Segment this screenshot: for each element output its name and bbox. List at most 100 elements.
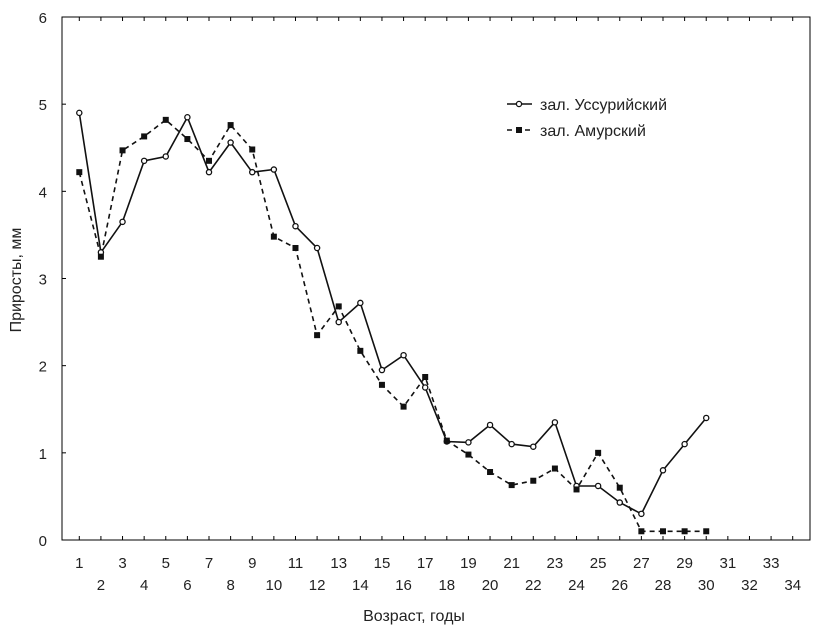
data-point-amur xyxy=(487,469,494,476)
x-tick-label: 18 xyxy=(438,577,455,594)
y-tick-label: 2 xyxy=(39,359,47,376)
data-point-ussuri xyxy=(702,414,710,422)
data-point-ussuri xyxy=(594,482,602,490)
data-point-ussuri xyxy=(227,139,234,146)
x-tick-label: 31 xyxy=(720,555,737,572)
x-tick-label: 13 xyxy=(330,555,347,572)
x-tick-label: 27 xyxy=(633,555,650,572)
x-tick-label: 4 xyxy=(140,577,148,594)
series-layer xyxy=(76,109,710,535)
x-tick-label: 14 xyxy=(352,577,369,594)
data-point-amur xyxy=(357,347,364,354)
x-tick-label: 20 xyxy=(482,577,499,594)
data-point-ussuri xyxy=(638,510,645,518)
data-point-amur xyxy=(551,465,558,472)
data-point-ussuri xyxy=(119,218,126,226)
data-point-ussuri xyxy=(140,157,148,165)
x-tick-label: 29 xyxy=(676,555,693,572)
x-tick-label: 6 xyxy=(183,577,191,594)
data-point-amur xyxy=(530,477,537,484)
x-tick-label: 2 xyxy=(97,577,105,594)
data-point-amur xyxy=(703,528,710,535)
x-tick-label: 34 xyxy=(784,577,801,594)
x-tick-label: 33 xyxy=(763,555,780,572)
x-tick-label: 9 xyxy=(248,555,256,572)
data-point-amur xyxy=(249,146,256,153)
legend-label-ussuri: зал. Уссурийский xyxy=(540,97,667,114)
data-point-ussuri xyxy=(465,439,472,446)
x-tick-label: 16 xyxy=(395,577,412,594)
x-tick-label: 21 xyxy=(503,555,520,572)
data-point-amur xyxy=(162,116,169,123)
data-point-ussuri xyxy=(421,384,429,391)
x-tick-label: 30 xyxy=(698,577,715,594)
y-tick-label: 6 xyxy=(39,10,47,27)
y-tick-label: 0 xyxy=(39,533,47,550)
data-point-amur xyxy=(378,381,385,388)
data-point-amur xyxy=(314,332,321,339)
data-point-ussuri xyxy=(292,222,299,230)
y-tick-label: 1 xyxy=(39,446,47,463)
x-tick-label: 28 xyxy=(655,577,672,594)
x-tick-label: 26 xyxy=(611,577,628,594)
legend-marker-amur xyxy=(516,127,522,133)
x-axis-ticks: 1234567891011121314151617181920212223242… xyxy=(75,17,801,594)
data-point-amur xyxy=(227,122,234,129)
x-tick-label: 5 xyxy=(162,555,170,572)
data-point-amur xyxy=(422,373,429,380)
data-point-amur xyxy=(595,449,602,456)
x-tick-label: 7 xyxy=(205,555,213,572)
x-tick-label: 32 xyxy=(741,577,758,594)
x-tick-label: 23 xyxy=(547,555,564,572)
data-point-ussuri xyxy=(530,443,537,450)
data-point-ussuri xyxy=(681,440,688,448)
series-line-2 xyxy=(78,118,707,533)
data-point-ussuri xyxy=(184,113,191,121)
data-point-ussuri xyxy=(400,351,407,359)
x-tick-label: 11 xyxy=(288,555,304,572)
x-tick-label: 17 xyxy=(417,555,434,572)
data-point-amur xyxy=(97,253,104,260)
x-tick-label: 24 xyxy=(568,577,585,594)
series-line-1 xyxy=(78,112,707,515)
x-tick-label: 8 xyxy=(226,577,234,594)
x-tick-label: 25 xyxy=(590,555,607,572)
data-point-ussuri xyxy=(378,366,386,374)
data-point-ussuri xyxy=(486,421,494,429)
x-tick-label: 1 xyxy=(75,555,83,572)
x-tick-label: 3 xyxy=(118,555,126,572)
y-axis-ticks: 0 1 2 3 4 5 6 xyxy=(39,10,66,550)
data-point-ussuri xyxy=(335,318,342,326)
data-point-ussuri xyxy=(659,467,667,474)
data-point-amur xyxy=(465,451,472,458)
data-point-amur xyxy=(292,244,299,251)
x-tick-label: 10 xyxy=(266,577,283,594)
y-tick-label: 3 xyxy=(39,272,47,289)
data-point-ussuri xyxy=(76,109,83,117)
data-point-amur xyxy=(119,147,126,154)
data-point-amur xyxy=(508,482,515,489)
data-point-ussuri xyxy=(248,168,256,176)
data-point-amur xyxy=(270,233,277,240)
legend-marker-ussuri xyxy=(515,100,523,108)
x-tick-label: 15 xyxy=(374,555,391,572)
data-point-amur xyxy=(573,486,580,493)
x-axis-label: Возраст, годы xyxy=(363,608,465,625)
data-point-amur xyxy=(681,528,688,535)
data-point-amur xyxy=(616,484,623,491)
legend-label-amur: зал. Амурский xyxy=(540,123,646,140)
y-axis-label: Приросты, мм xyxy=(8,228,25,333)
data-point-ussuri xyxy=(313,244,321,252)
data-point-amur xyxy=(659,528,666,535)
data-point-amur xyxy=(206,157,213,164)
y-tick-label: 5 xyxy=(39,97,47,114)
x-tick-label: 19 xyxy=(460,555,477,572)
data-point-amur xyxy=(141,133,148,140)
data-point-amur xyxy=(184,136,191,143)
data-point-amur xyxy=(443,437,450,444)
data-point-ussuri xyxy=(270,166,278,173)
data-point-ussuri xyxy=(162,153,170,160)
data-point-ussuri xyxy=(508,440,515,448)
data-point-amur xyxy=(400,403,407,410)
